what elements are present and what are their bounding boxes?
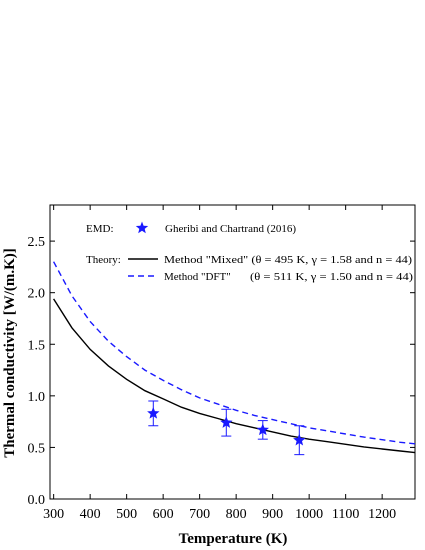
- x-tick-label-500: 500: [116, 507, 137, 522]
- series-line-mixed: [53, 298, 416, 454]
- curves: [52, 261, 416, 454]
- y-tick-label-2: 1.0: [28, 390, 46, 405]
- y-tick-label-0: 0.0: [28, 493, 46, 508]
- x-tick-label-700: 700: [189, 507, 210, 522]
- y-tick-label-5: 2.5: [28, 235, 46, 250]
- x-tick-label-900: 900: [262, 507, 283, 522]
- y-axis-title: Thermal conductivity [W/(m.K)]: [2, 248, 18, 458]
- legend-dft-label: Method "DFT": [164, 271, 231, 283]
- axis-ticks: 300 400 500 600 700 800 900 1000 1100 1200 0.0 0.5 1…: [28, 205, 415, 522]
- legend-theory-group-label: Theory:: [86, 254, 121, 266]
- x-tick-label-600: 600: [153, 507, 174, 522]
- x-tick-label-1200: 1200: [368, 507, 396, 522]
- data-point-star-573: [147, 406, 160, 419]
- legend-marker-star: [135, 221, 149, 234]
- legend-emd-group-label: EMD:: [86, 223, 114, 235]
- x-tick-label-1100: 1100: [332, 507, 359, 522]
- data-point-star-873: [256, 423, 269, 436]
- x-tick-label-800: 800: [226, 507, 247, 522]
- plot-frame: [49, 204, 416, 500]
- legend-dft-params: (θ = 511 K, γ = 1.50 and n = 44): [250, 271, 413, 283]
- x-axis-title: Temperature (K): [179, 531, 288, 547]
- x-tick-label-300: 300: [43, 507, 64, 522]
- legend-mixed-label: Method "Mixed" (θ = 495 K, γ = 1.58 and …: [164, 254, 412, 266]
- y-tick-label-3: 1.5: [28, 338, 46, 353]
- legend-star-shape: [135, 221, 149, 234]
- plot-border: [49, 204, 416, 500]
- legend-emd-series-label: Gheribi and Chartrand (2016): [165, 223, 296, 235]
- x-tick-label-1000: 1000: [295, 507, 323, 522]
- series-line-dft: [52, 261, 416, 445]
- x-tick-label-400: 400: [80, 507, 101, 522]
- y-tick-label-4: 2.0: [28, 287, 46, 302]
- data-point-star-973: [293, 433, 306, 446]
- legend: EMD: Gheribi and Chartrand (2016) Theory…: [86, 221, 413, 283]
- y-tick-label-1: 0.5: [28, 441, 46, 456]
- data-point-star-773: [220, 416, 233, 428]
- data-markers: [147, 400, 306, 456]
